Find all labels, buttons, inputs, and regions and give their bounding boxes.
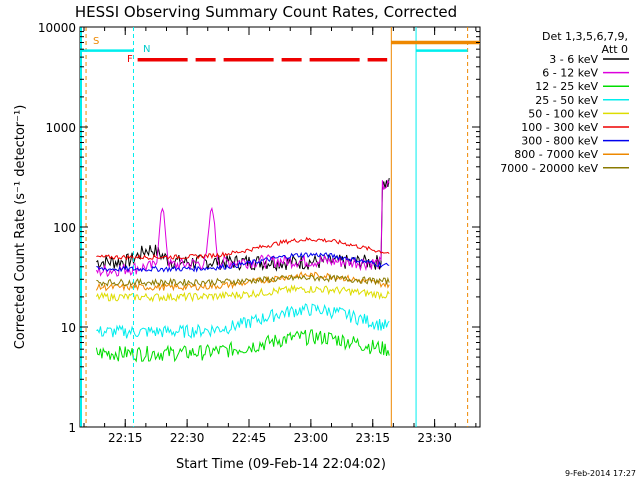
series-line	[96, 273, 390, 288]
legend-label: 800 - 7000 keV	[514, 148, 598, 161]
data-layer	[80, 27, 480, 427]
x-tick-label: 22:15	[108, 431, 143, 445]
legend-label: 12 - 25 keV	[535, 80, 598, 93]
series-line	[96, 236, 390, 261]
series-line	[95, 284, 390, 303]
legend-label: 25 - 50 keV	[535, 94, 598, 107]
series-line	[95, 271, 390, 292]
axes-layer: 1 10 100 1000 10000 22:15 22:30 22:45 23:00 23:15…	[38, 21, 480, 445]
plot-frame	[79, 26, 481, 428]
series-line	[95, 179, 390, 278]
legend-label: 6 - 12 keV	[542, 67, 598, 80]
y-tick-label: 1000	[45, 121, 76, 135]
y-tick-label: 100	[53, 221, 76, 235]
x-tick-label: 23:00	[294, 431, 329, 445]
x-tick-label: 22:30	[170, 431, 205, 445]
flag-s-label: S	[93, 36, 99, 47]
series-line	[96, 252, 390, 273]
y-axis-label: Corrected Count Rate (s⁻¹ detector⁻¹)	[13, 105, 28, 350]
chart-title: HESSI Observing Summary Count Rates, Cor…	[75, 3, 457, 21]
y-tick-label: 1	[68, 421, 76, 435]
legend-title-line-2: Att 0	[602, 43, 628, 56]
legend-label: 300 - 800 keV	[521, 135, 598, 148]
x-tick-label: 23:30	[417, 431, 452, 445]
legend-label: 100 - 300 keV	[521, 121, 598, 134]
series-line	[96, 178, 390, 272]
legend-label: 7000 - 20000 keV	[500, 162, 598, 175]
legend-label: 3 - 6 keV	[549, 53, 598, 66]
legend-title-line-1: Det 1,3,5,6,7,9,	[542, 30, 628, 43]
timestamp: 9-Feb-2014 17:27	[565, 469, 636, 478]
x-tick-label: 22:45	[232, 431, 267, 445]
legend-label: 50 - 100 keV	[528, 107, 598, 120]
flag-f-label: F	[127, 54, 133, 65]
series-line	[96, 303, 390, 339]
flag-n-label: N	[143, 44, 150, 55]
series-line	[95, 329, 390, 363]
y-tick-label: 10	[61, 321, 76, 335]
y-tick-label: 10000	[38, 21, 76, 35]
x-tick-label: 23:15	[355, 431, 390, 445]
x-axis-label: Start Time (09-Feb-14 22:04:02)	[176, 457, 386, 472]
